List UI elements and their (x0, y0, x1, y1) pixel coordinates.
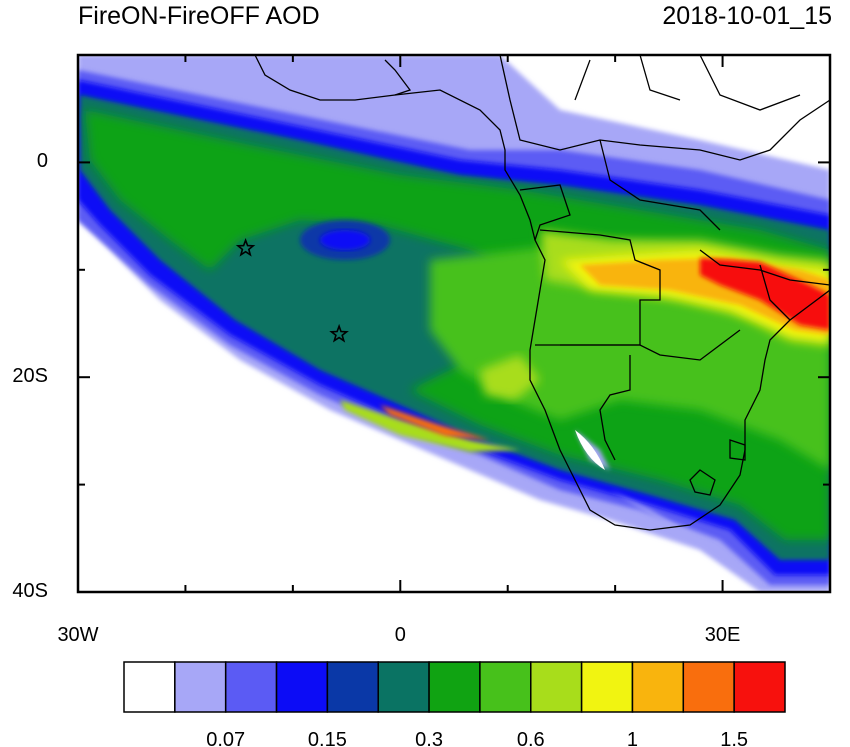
colorbar-label: 0.07 (206, 729, 245, 747)
colorbar-box (631, 661, 685, 713)
coastlines (254, 55, 830, 531)
colorbar-box (580, 661, 634, 713)
colorbar-box (428, 661, 481, 713)
colorbar: 0.07 0.15 0.3 0.6 1 1.5 (123, 661, 786, 747)
colorbar-box (275, 661, 329, 713)
aod-field (78, 55, 830, 592)
colorbar-box (174, 661, 227, 713)
aod-band-yellowgreen (480, 355, 540, 400)
axis-ticks (77, 54, 831, 593)
colorbar-label: 0.15 (308, 729, 347, 747)
colorbar-label: 1.5 (720, 729, 748, 747)
colorbar-box (123, 661, 176, 713)
y-tick-label: 40S (12, 580, 48, 602)
colorbar-label: 1 (627, 729, 638, 747)
colorbar-box (326, 661, 379, 713)
plot-frame (76, 53, 832, 594)
x-tick-label: 30E (704, 624, 741, 646)
x-tick-label: 30W (57, 624, 99, 646)
y-tick-label: 20S (12, 365, 48, 388)
x-tick-label: 0 (394, 624, 406, 646)
colorbar-box (530, 661, 583, 713)
colorbar-box (377, 661, 430, 713)
station-star-icon (235, 238, 256, 257)
map-title: FireON-FireOFF AOD (78, 2, 320, 30)
station-markers (235, 238, 349, 343)
y-tick-label: 0 (36, 150, 48, 173)
station-star-icon (329, 323, 349, 343)
colorbar-label: 0.3 (415, 729, 443, 747)
colorbar-box (682, 661, 735, 713)
colorbar-box (479, 661, 532, 713)
colorbar-label: 0.6 (517, 729, 545, 747)
colorbar-box (224, 661, 278, 713)
aod-band-red (700, 258, 830, 330)
map-timestamp: 2018-10-01_15 (662, 2, 832, 30)
aod-band-green (85, 110, 830, 540)
colorbar-box (733, 661, 786, 713)
